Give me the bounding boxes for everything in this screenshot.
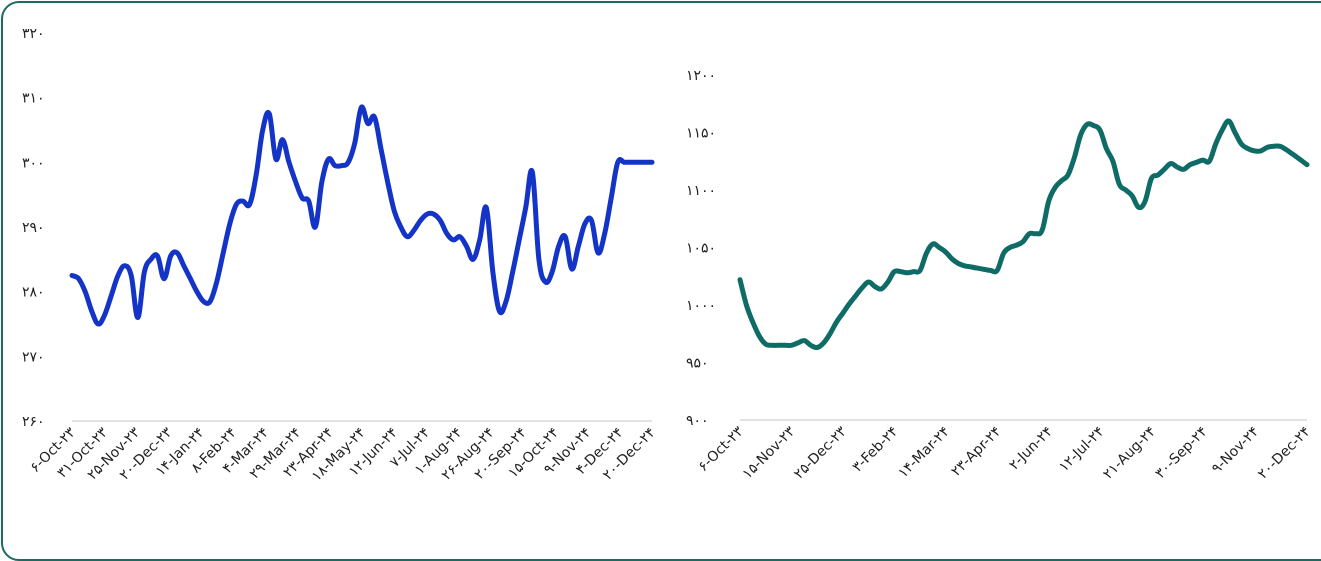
y-tick-label: ۱۲۰۰	[686, 68, 716, 84]
x-tick-label: ۲-Jun-۲۴	[1006, 424, 1056, 474]
y-tick-label: ۱۱۵۰	[686, 126, 716, 142]
y-tick-label: ۲۷۰	[22, 349, 45, 365]
series-line	[737, 118, 1310, 351]
y-tick-label: ۹۵۰	[686, 356, 709, 372]
y-axis-ticks: ۲۶۰ ۲۷۰ ۲۸۰ ۲۹۰ ۳۰۰ ۳۱۰ ۳۲۰	[22, 26, 45, 430]
x-tick-label: ۹-Nov-۲۴	[1209, 424, 1262, 477]
x-tick-label: ۱۲-Jul-۲۴	[1056, 424, 1108, 476]
x-tick-label: ۱۵-Nov-۲۳	[740, 423, 799, 482]
right-line-chart: ۹۰۰ ۹۵۰ ۱۰۰۰ ۱۰۵۰ ۱۱۰۰ ۱۱۵۰ ۱۲۰۰ ۶-Oct-۲۳۱۵-No…	[686, 68, 1314, 483]
y-tick-label: ۱۱۰۰	[686, 183, 716, 199]
x-tick-label: ۳۰-Sep-۲۴	[1152, 424, 1210, 482]
y-tick-label: ۹۰۰	[686, 413, 709, 429]
x-tick-label: ۲۵-Dec-۲۳	[791, 423, 850, 482]
x-tick-label: ۶-Oct-۲۳	[695, 423, 747, 475]
x-tick-label: ۲۰-Dec-۲۴	[1255, 424, 1314, 483]
x-tick-label: ۲۳-Apr-۲۴	[948, 424, 1004, 480]
x-axis-ticks: ۶-Oct-۲۳۳۱-Oct-۲۳۲۵-Nov-۲۳۲۰-Dec-۲۳۱۴-Ja…	[27, 424, 659, 484]
series-line	[69, 104, 655, 327]
x-tick-label: ۱۴-Mar-۲۴	[895, 424, 953, 482]
y-tick-label: ۲۹۰	[22, 220, 45, 236]
x-tick-label: ۳-Feb-۲۴	[850, 424, 902, 476]
left-line-chart: ۲۶۰ ۲۷۰ ۲۸۰ ۲۹۰ ۳۰۰ ۳۱۰ ۳۲۰ ۶-Oct-۲۳۳۱-Oct-۲۳۲…	[22, 26, 659, 485]
y-tick-label: ۱۰۰۰	[686, 298, 716, 314]
y-tick-label: ۳۲۰	[22, 26, 45, 42]
y-tick-label: ۲۶۰	[22, 414, 45, 430]
y-axis-ticks: ۹۰۰ ۹۵۰ ۱۰۰۰ ۱۰۵۰ ۱۱۰۰ ۱۱۵۰ ۱۲۰۰	[686, 68, 716, 429]
y-tick-label: ۱۰۵۰	[686, 241, 716, 257]
charts-canvas: ۲۶۰ ۲۷۰ ۲۸۰ ۲۹۰ ۳۰۰ ۳۱۰ ۳۲۰ ۶-Oct-۲۳۳۱-Oct-۲۳۲…	[22, 26, 1314, 485]
x-tick-label: ۲۱-Aug-۲۴	[1100, 424, 1159, 483]
y-tick-label: ۳۰۰	[22, 155, 45, 171]
y-tick-label: ۲۸۰	[22, 285, 45, 301]
y-tick-label: ۳۱۰	[22, 91, 45, 107]
